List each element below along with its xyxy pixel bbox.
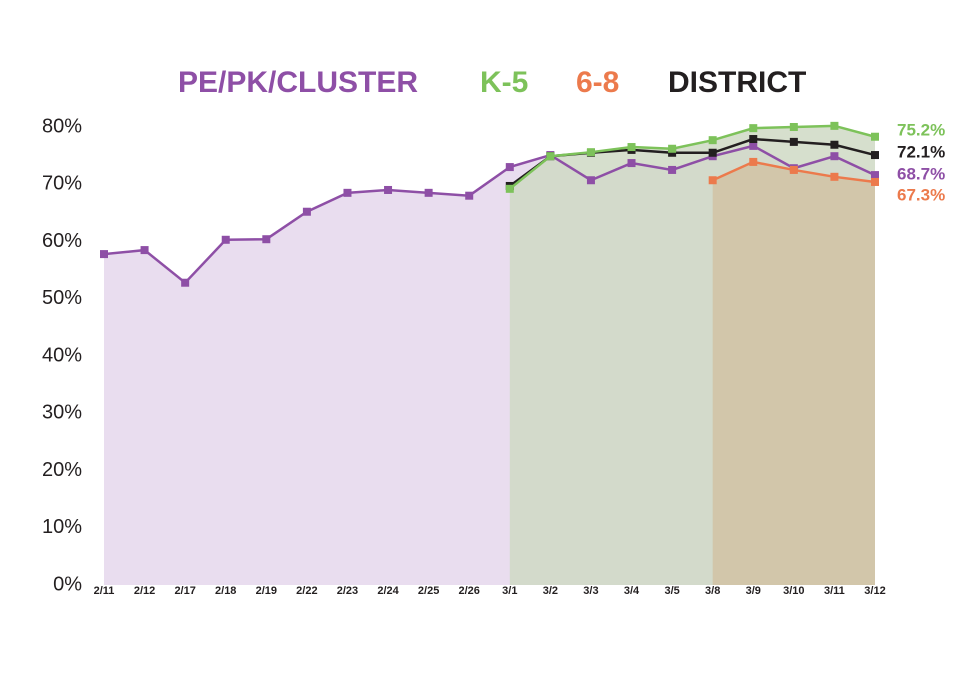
y-tick-label: 30%	[42, 402, 82, 424]
x-tick-label: 2/26	[458, 585, 479, 597]
y-tick-label: 0%	[53, 573, 82, 595]
marker	[749, 135, 758, 144]
marker	[668, 165, 677, 174]
x-tick-label: 2/22	[296, 585, 317, 597]
x-tick-label: 2/18	[215, 585, 236, 597]
marker	[789, 165, 798, 174]
y-tick-label: 60%	[42, 230, 82, 252]
x-tick-label: 3/9	[746, 585, 761, 597]
x-tick-label: 3/12	[864, 585, 885, 597]
marker	[749, 124, 758, 133]
marker	[830, 121, 839, 130]
marker	[871, 171, 879, 180]
x-tick-label: 2/12	[134, 585, 155, 597]
marker	[384, 185, 393, 194]
marker	[668, 144, 677, 153]
x-tick-label: 2/17	[174, 585, 195, 597]
x-tick-label: 2/11	[94, 585, 115, 597]
x-tick-label: 3/2	[543, 585, 558, 597]
marker	[627, 143, 636, 152]
marker	[830, 152, 839, 161]
y-tick-label: 40%	[42, 344, 82, 366]
y-tick-label: 70%	[42, 173, 82, 195]
x-tick-label: 2/24	[377, 585, 399, 597]
area	[712, 161, 875, 586]
end-label: 75.2%	[897, 120, 945, 139]
end-label: 67.3%	[897, 185, 945, 204]
marker	[789, 123, 798, 131]
x-tick-label: 3/8	[705, 585, 720, 597]
marker	[343, 188, 352, 197]
marker	[627, 159, 636, 168]
legend-entry: DISTRICT	[668, 66, 806, 99]
x-tick-label: 3/10	[783, 585, 804, 597]
marker	[789, 137, 798, 146]
marker	[465, 191, 474, 200]
marker	[262, 235, 271, 244]
marker	[424, 188, 433, 197]
marker	[586, 148, 595, 157]
x-tick-label: 3/3	[583, 585, 598, 597]
series-line	[509, 124, 876, 190]
legend-entry: K-5	[480, 66, 528, 99]
legend-entry: PE/PK/CLUSTER	[178, 66, 418, 99]
end-label: 68.7%	[897, 164, 945, 183]
marker	[140, 246, 149, 255]
marker	[221, 235, 230, 244]
marker	[708, 136, 717, 145]
marker	[100, 250, 108, 259]
series-line	[103, 144, 876, 285]
x-tick-label: 3/1	[502, 585, 517, 597]
marker	[871, 177, 879, 186]
x-tick-label: 2/19	[256, 585, 277, 597]
x-tick-label: 3/4	[624, 585, 640, 597]
marker	[668, 148, 677, 157]
marker	[708, 148, 717, 157]
y-tick-label: 50%	[42, 287, 82, 309]
marker	[302, 207, 311, 216]
marker	[181, 278, 190, 287]
marker	[749, 157, 758, 166]
y-tick-label: 10%	[42, 516, 82, 538]
x-tick-label: 3/11	[824, 585, 845, 597]
y-tick-label: 80%	[42, 115, 82, 137]
marker	[830, 140, 839, 149]
marker	[830, 172, 839, 181]
legend-entry: 6-8	[576, 66, 619, 99]
marker	[871, 151, 879, 160]
marker	[586, 176, 595, 185]
end-label: 72.1%	[897, 142, 945, 161]
x-tick-label: 2/23	[337, 585, 358, 597]
marker	[505, 184, 514, 193]
marker	[749, 141, 758, 150]
y-tick-label: 20%	[42, 459, 82, 481]
marker	[505, 163, 514, 172]
marker	[546, 152, 555, 161]
x-tick-label: 3/5	[664, 585, 679, 597]
marker	[871, 132, 879, 141]
marker	[708, 176, 717, 185]
x-tick-label: 2/25	[418, 585, 439, 597]
